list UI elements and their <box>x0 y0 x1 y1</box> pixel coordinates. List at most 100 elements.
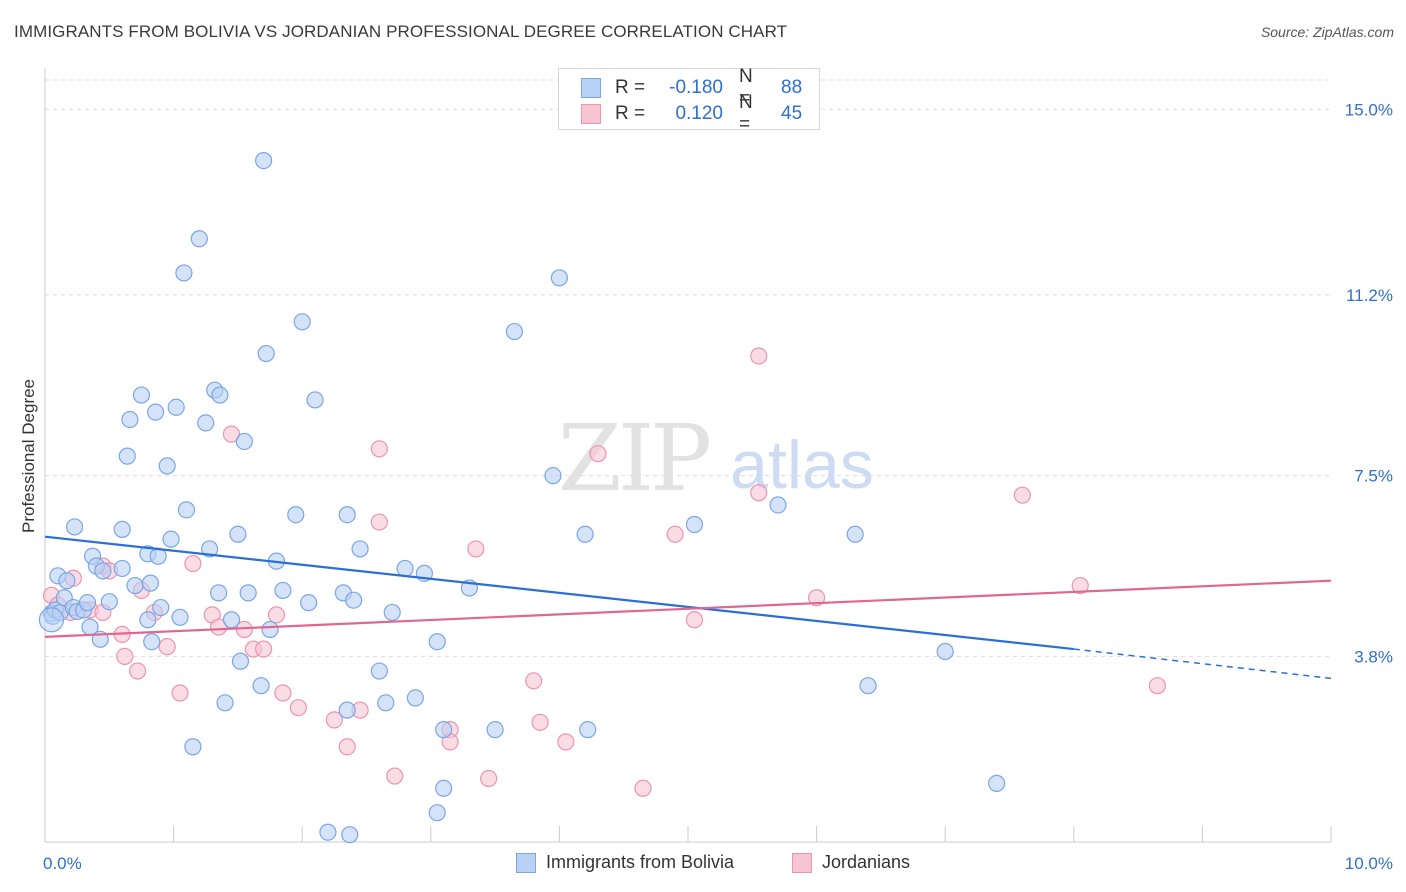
bolivia-point <box>126 576 144 595</box>
bolivia-point <box>377 694 395 712</box>
jordanians-point <box>325 711 343 729</box>
bottom-legend-bolivia: Immigrants from Bolivia <box>516 852 734 873</box>
bolivia-point <box>162 530 180 548</box>
jordanians-point <box>338 738 356 756</box>
legend-n-value: 45 <box>781 103 803 124</box>
bolivia-point <box>257 344 275 363</box>
bolivia-point <box>146 403 165 421</box>
bolivia-point <box>505 322 523 341</box>
bolivia-point <box>235 432 253 451</box>
bolivia-point <box>544 467 562 485</box>
bolivia-point <box>341 826 359 844</box>
y-tick-label: 11.2% <box>1346 286 1393 305</box>
y-tick-label: 7.5% <box>1354 467 1393 486</box>
bolivia-point <box>428 633 446 651</box>
jordanians-point <box>1148 677 1166 695</box>
bolivia-point <box>846 525 864 543</box>
bolivia-point <box>293 313 311 331</box>
legend-swatch-blue <box>581 78 601 98</box>
jordanians-point <box>531 713 549 731</box>
jordanians-point <box>467 540 485 558</box>
bolivia-point <box>351 540 369 558</box>
legend-r-value: -0.180 <box>669 77 723 98</box>
bolivia-point <box>859 677 877 695</box>
jordanians-point <box>1071 576 1089 595</box>
bolivia-point <box>338 701 356 719</box>
jordanians-point <box>289 699 307 717</box>
jordanians-point <box>480 769 498 788</box>
bolivia-point <box>177 501 196 519</box>
bolivia-trend-line <box>44 535 1074 651</box>
bolivia-point <box>139 611 157 629</box>
legend-n-value: 88 <box>781 77 803 98</box>
jordanians-point <box>274 684 292 702</box>
jordanians-point <box>666 525 684 543</box>
watermark-zip: ZIP <box>558 405 709 512</box>
bolivia-point <box>252 677 270 695</box>
jordanians-point <box>255 640 273 658</box>
jordanians-point <box>685 611 704 629</box>
jordanians-point <box>210 618 228 636</box>
jordanians-point <box>128 662 147 680</box>
bolivia-point <box>65 518 84 536</box>
bolivia-point <box>370 662 388 680</box>
bolivia-point <box>396 559 414 578</box>
bolivia-point <box>319 823 337 841</box>
bolivia-point <box>210 584 228 602</box>
bolivia-point <box>936 642 954 661</box>
bolivia-point <box>300 594 318 612</box>
bolivia-point <box>158 457 176 475</box>
bolivia-point <box>685 515 704 534</box>
bolivia-point <box>113 520 131 538</box>
bolivia-point <box>579 721 597 739</box>
jordanians-point <box>1013 486 1031 504</box>
bolivia-point <box>428 804 446 822</box>
jordanians-point <box>222 425 241 443</box>
bolivia-point <box>141 574 160 592</box>
bolivia-point <box>231 652 250 670</box>
bolivia-point <box>190 230 208 248</box>
bottom-legend-swatch-pink <box>792 852 812 873</box>
bolivia-point <box>118 447 136 465</box>
bolivia-point <box>274 581 292 600</box>
legend-n-label: N = <box>739 92 753 135</box>
jordanians-point <box>750 347 768 365</box>
legend-r-label: R = <box>615 103 646 124</box>
bolivia-point <box>345 591 363 609</box>
jordanians-point <box>171 684 189 702</box>
bolivia-point <box>143 633 161 651</box>
bottom-legend-jordanians: Jordanians <box>792 852 910 873</box>
jordanians-point <box>370 513 388 531</box>
bolivia-point <box>94 562 112 580</box>
legend-swatch-pink <box>581 104 601 124</box>
x-tick-label: 0.0% <box>43 854 82 873</box>
legend-r-label: R = <box>615 77 646 98</box>
jordanians-point <box>750 484 768 502</box>
legend-n-label: N = <box>739 66 753 109</box>
bolivia-point <box>988 774 1006 792</box>
bolivia-point <box>435 721 453 739</box>
bolivia-point <box>435 779 453 797</box>
legend-r-value: 0.120 <box>675 103 723 124</box>
bolivia-point <box>222 611 241 629</box>
y-tick-label: 15.0% <box>1345 100 1393 119</box>
jordanians-point <box>634 779 652 797</box>
bolivia-trend-extension <box>1073 648 1332 680</box>
bolivia-point <box>306 391 324 409</box>
jordanians-trend-line <box>44 579 1332 638</box>
bottom-legend-label: Immigrants from Bolivia <box>546 852 735 872</box>
bolivia-point <box>201 540 219 558</box>
bolivia-point <box>550 269 569 287</box>
jordanians-point <box>184 554 202 573</box>
x-tick-label: 10.0% <box>1345 854 1393 873</box>
bolivia-point <box>121 410 139 429</box>
bolivia-point <box>211 386 229 404</box>
legend-row-bolivia: R = -0.180 N = 88 <box>581 66 803 109</box>
bolivia-point <box>383 603 401 622</box>
jordanians-point <box>116 647 134 665</box>
bolivia-point <box>171 608 189 626</box>
bolivia-point <box>287 506 305 524</box>
jordanians-point <box>158 638 176 656</box>
jordanians-point <box>807 589 826 607</box>
